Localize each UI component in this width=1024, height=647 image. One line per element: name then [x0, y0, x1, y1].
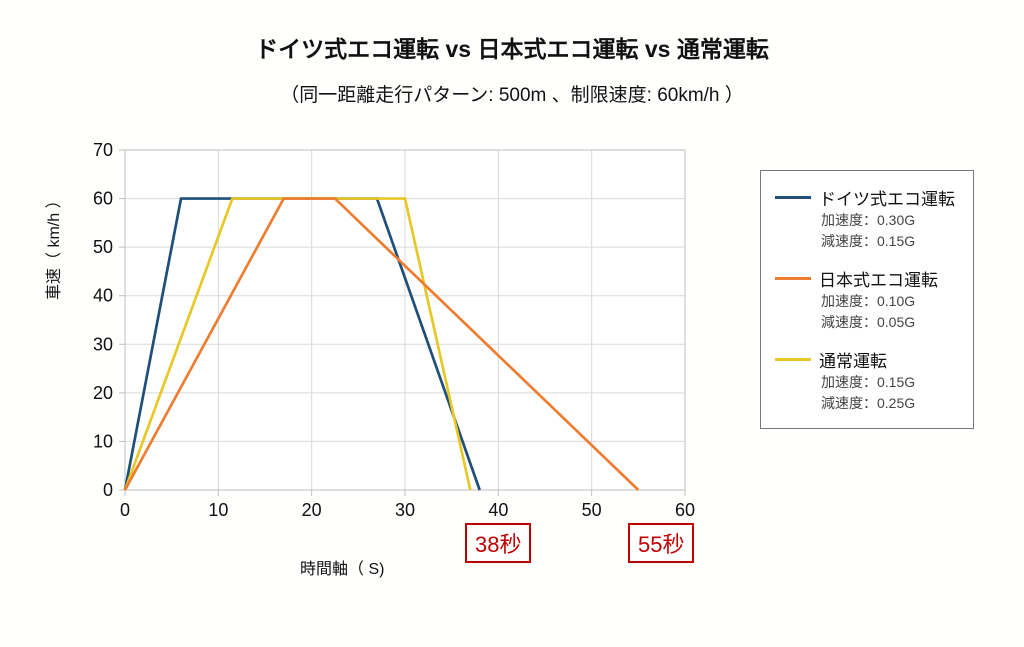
- svg-text:10: 10: [93, 431, 113, 451]
- svg-text:0: 0: [120, 500, 130, 520]
- svg-text:20: 20: [302, 500, 322, 520]
- legend-series-name: ドイツ式エコ運転: [819, 190, 955, 209]
- svg-text:10: 10: [208, 500, 228, 520]
- time-annotation: 55秒: [628, 523, 694, 563]
- legend-swatch: [775, 358, 811, 361]
- svg-text:40: 40: [93, 286, 113, 306]
- legend-accel: 加速度：0.30G: [821, 210, 955, 231]
- y-axis-label: 車速（ km/h ）: [40, 192, 64, 300]
- svg-text:30: 30: [395, 500, 415, 520]
- chart-svg: 0 10 20 30 40 50 60 0 10 20 30 40 50 60 70: [70, 140, 700, 540]
- legend-swatch: [775, 196, 811, 199]
- svg-text:50: 50: [582, 500, 602, 520]
- legend-decel: 減速度：0.15G: [821, 231, 955, 252]
- legend-series-name: 通常運転: [819, 352, 887, 371]
- svg-text:20: 20: [93, 383, 113, 403]
- legend-decel: 減速度：0.05G: [821, 312, 955, 333]
- legend-series-name: 日本式エコ運転: [819, 271, 938, 290]
- legend-item: 通常運転加速度：0.15G減速度：0.25G: [775, 347, 955, 414]
- chart-title: ドイツ式エコ運転 vs 日本式エコ運転 vs 通常運転: [0, 30, 1024, 64]
- legend-item: ドイツ式エコ運転加速度：0.30G減速度：0.15G: [775, 185, 955, 252]
- x-axis-label: 時間軸（ S): [300, 555, 384, 579]
- legend-item: 日本式エコ運転加速度：0.10G減速度：0.05G: [775, 266, 955, 333]
- legend-accel: 加速度：0.10G: [821, 291, 955, 312]
- legend-accel: 加速度：0.15G: [821, 372, 955, 393]
- time-annotation: 38秒: [465, 523, 531, 563]
- svg-text:60: 60: [93, 189, 113, 209]
- svg-text:60: 60: [675, 500, 695, 520]
- chart-area: 0 10 20 30 40 50 60 0 10 20 30 40 50 60 70: [70, 140, 700, 540]
- chart-subtitle: （同一距離走行パターン: 500m 、制限速度: 60km/h ）: [0, 80, 1024, 107]
- legend: ドイツ式エコ運転加速度：0.30G減速度：0.15G 日本式エコ運転加速度：0.1…: [760, 170, 974, 429]
- page-root: ドイツ式エコ運転 vs 日本式エコ運転 vs 通常運転 （同一距離走行パターン:…: [0, 0, 1024, 647]
- svg-text:50: 50: [93, 237, 113, 257]
- svg-text:30: 30: [93, 334, 113, 354]
- svg-text:70: 70: [93, 140, 113, 160]
- legend-decel: 減速度：0.25G: [821, 393, 955, 414]
- svg-text:40: 40: [488, 500, 508, 520]
- legend-swatch: [775, 277, 811, 280]
- svg-text:0: 0: [103, 480, 113, 500]
